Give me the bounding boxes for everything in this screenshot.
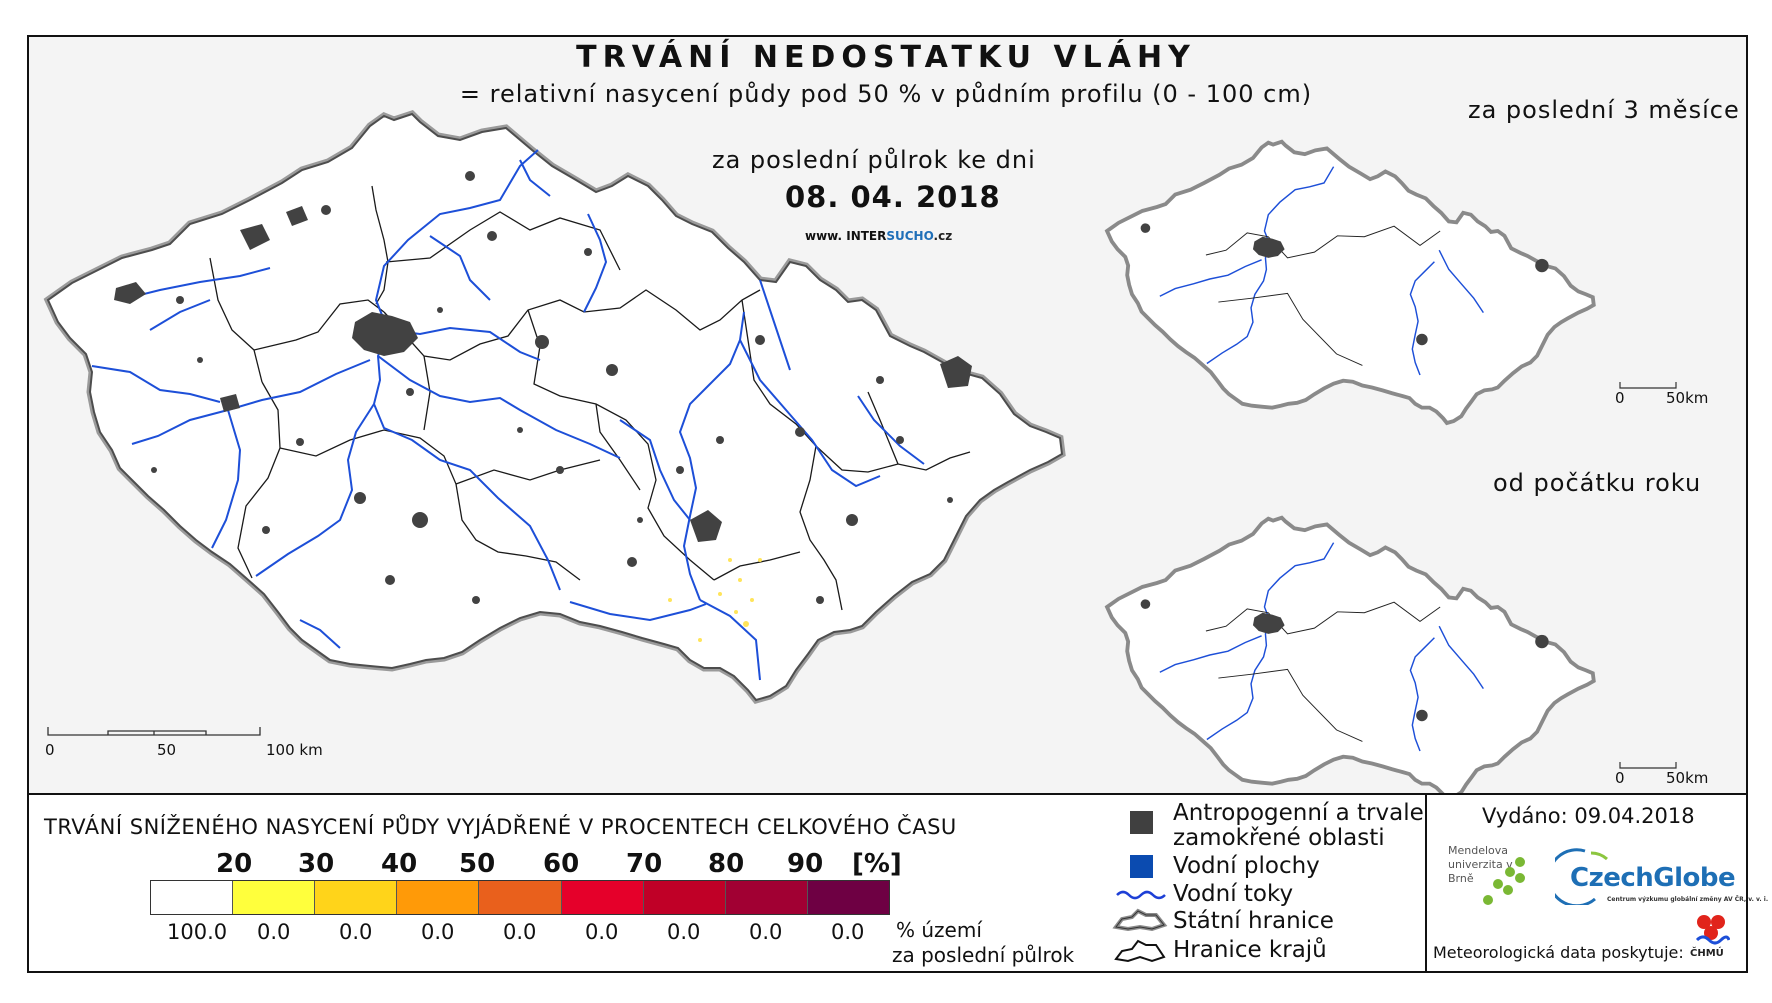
urban-areas	[114, 171, 972, 604]
chmu-logo: ČHMÚ	[1690, 948, 1724, 959]
main-scale-label-0: 0	[45, 741, 55, 759]
color-swatch-0	[151, 881, 234, 914]
pct-value-7: 0.0	[749, 920, 783, 944]
region-border-symbol	[1114, 939, 1166, 963]
class-label-40: 40	[381, 849, 418, 879]
inset-year-scale-label-50: 50km	[1666, 769, 1709, 787]
chmu-logo-icon	[1695, 915, 1730, 945]
map-title: TRVÁNÍ NEDOSTATKU VLÁHY	[576, 40, 1196, 75]
color-swatch-1	[233, 881, 316, 914]
inset-year-map	[1105, 515, 1596, 801]
pct-value-8: 0.0	[831, 920, 865, 944]
inset-3-scale-bar	[1619, 382, 1677, 389]
inset-year-scale-label-0: 0	[1615, 769, 1625, 787]
color-swatch-5	[561, 881, 644, 914]
main-scale-bar	[47, 727, 261, 736]
region-border-label: Hranice krajů	[1173, 937, 1327, 963]
czechglobe-logo: CzechGlobe	[1570, 863, 1736, 893]
class-label-80: 80	[708, 849, 745, 879]
pct-value-2: 0.0	[339, 920, 373, 944]
period-label: za poslední půlrok ke dni	[712, 146, 1036, 174]
class-label-70: 70	[626, 849, 663, 879]
inset-year-title: od počátku roku	[1493, 469, 1702, 497]
urban-area-label-line1: Antropogenní a trvale	[1173, 800, 1424, 826]
color-swatch-6	[643, 881, 726, 914]
region-borders	[209, 185, 971, 611]
legend-unit-line2: za poslední půlrok	[892, 943, 1075, 967]
main-map	[48, 114, 1062, 700]
inset-3-scale-label-50: 50km	[1666, 389, 1709, 407]
color-scale	[150, 880, 890, 915]
color-swatch-3	[397, 881, 480, 914]
class-label-20: 20	[216, 849, 253, 879]
pct-value-3: 0.0	[421, 920, 455, 944]
map-subtitle: = relativní nasycení půdy pod 50 % v půd…	[459, 80, 1313, 108]
urban-area-label-line2: zamokřené oblasti	[1173, 825, 1385, 851]
czechglobe-logo-arc	[1555, 848, 1608, 905]
class-label-unit: [%]	[852, 849, 902, 879]
source-accent: SUCHO	[886, 229, 934, 243]
inset-year-scale-bar	[1619, 762, 1677, 769]
map-date: 08. 04. 2018	[785, 180, 1001, 214]
class-label-30: 30	[298, 849, 335, 879]
class-label-50: 50	[459, 849, 496, 879]
river-symbol	[1116, 890, 1166, 900]
source-suffix: .cz	[933, 229, 953, 243]
color-swatch-7	[725, 881, 808, 914]
data-provider-label: Meteorologická data poskytuje:	[1433, 943, 1684, 962]
dryness-spots	[668, 558, 762, 642]
color-swatch-4	[479, 881, 562, 914]
legend-heading: TRVÁNÍ SNÍŽENÉHO NASYCENÍ PŮDY VYJÁDŘENÉ…	[44, 815, 957, 839]
inset-3-months-title: za poslední 3 měsíce	[1468, 96, 1740, 124]
legend-divider	[1425, 795, 1427, 971]
pct-value-5: 0.0	[585, 920, 619, 944]
issued-date: Vydáno: 09.04.2018	[1482, 804, 1695, 828]
main-scale-label-100: 100 km	[266, 741, 323, 759]
color-swatch-8	[807, 881, 889, 914]
river-label: Vodní toky	[1173, 881, 1294, 907]
pct-value-6: 0.0	[667, 920, 701, 944]
inset-3-scale-label-0: 0	[1615, 389, 1625, 407]
pct-value-4: 0.0	[503, 920, 537, 944]
water-body-symbol	[1130, 855, 1153, 878]
mendel-logo-icon	[1483, 857, 1525, 905]
water-body-label: Vodní plochy	[1173, 853, 1320, 879]
main-scale-label-50: 50	[157, 741, 177, 759]
pct-value-1: 0.0	[257, 920, 291, 944]
class-label-90: 90	[787, 849, 824, 879]
inset-3-months-map	[1105, 139, 1596, 425]
class-label-60: 60	[543, 849, 580, 879]
state-border-label: Státní hranice	[1173, 908, 1334, 934]
urban-area-symbol	[1130, 811, 1153, 834]
legend-unit-line1: % území	[896, 918, 982, 942]
state-border-symbol	[1112, 908, 1168, 932]
source-prefix: www. INTER	[805, 229, 887, 243]
source-url: www. INTERSUCHO.cz	[805, 229, 952, 243]
pct-value-0: 100.0	[167, 920, 228, 944]
color-swatch-2	[315, 881, 398, 914]
czechglobe-logo-subtitle: Centrum výzkumu globální změny AV ČR, v.…	[1607, 896, 1769, 903]
mendel-university-logo-text: Mendelova univerzita v Brně	[1448, 844, 1513, 885]
